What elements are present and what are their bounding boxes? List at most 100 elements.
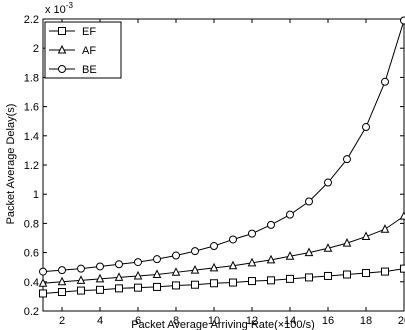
data-point-af <box>76 275 86 284</box>
y-tick-label: 1.8 <box>24 72 39 84</box>
data-point-af <box>114 272 124 281</box>
data-point-af <box>323 243 333 252</box>
legend-label-af: AF <box>82 45 96 57</box>
data-point-ef <box>229 278 237 287</box>
data-point-ef <box>39 289 47 298</box>
data-point-ef <box>362 269 370 278</box>
y-tick-label: 1.2 <box>24 160 39 172</box>
data-point-be <box>96 262 104 271</box>
data-point-ef <box>324 271 332 280</box>
data-point-be <box>191 247 199 256</box>
data-point-be <box>267 220 275 229</box>
data-point-af <box>38 278 48 287</box>
data-point-be <box>115 260 123 269</box>
x-tick-label: 10 <box>208 315 220 327</box>
data-point-ef <box>134 283 142 292</box>
data-point-af <box>152 269 162 278</box>
y-tick-label: 1 <box>33 189 39 201</box>
data-point-af <box>228 260 238 270</box>
data-point-af <box>361 231 371 241</box>
y-tick-label: 0.6 <box>24 248 39 260</box>
data-point-ef <box>58 288 66 297</box>
legend-item-be: BE <box>49 64 97 76</box>
data-point-be <box>58 266 66 275</box>
data-point-ef <box>210 279 218 288</box>
data-point-af <box>247 257 257 267</box>
data-point-be <box>400 16 405 25</box>
data-point-ef <box>267 276 275 285</box>
data-point-ef <box>172 281 180 290</box>
data-point-ef <box>286 274 294 283</box>
legend-marker-af <box>57 44 67 54</box>
data-point-af <box>190 265 200 274</box>
y-tick-label: 0.2 <box>24 306 39 318</box>
data-point-be <box>39 267 47 276</box>
data-point-be <box>210 242 218 251</box>
data-point-be <box>172 251 180 260</box>
data-point-be <box>248 229 256 238</box>
legend-item-ef: EF <box>49 26 96 38</box>
y-tick-label: 2.2 <box>24 14 39 26</box>
data-point-ef <box>343 270 351 279</box>
legend-marker-ef <box>58 27 66 35</box>
y-multiplier-label: x 10-3 <box>45 1 73 16</box>
data-point-af <box>133 270 143 280</box>
data-point-ef <box>77 286 85 295</box>
y-axis-title: Packet Average Delay(s) <box>5 104 17 225</box>
data-point-af <box>171 267 181 276</box>
data-point-af <box>57 276 67 286</box>
data-point-af <box>304 247 314 257</box>
data-point-ef <box>191 280 199 289</box>
series-be <box>39 16 405 276</box>
data-point-be <box>305 197 313 206</box>
axis-ticks <box>43 18 405 312</box>
legend: EF AF BE <box>44 21 122 79</box>
x-tick-label: 4 <box>97 315 103 327</box>
y-tick-label: 0.8 <box>24 218 39 230</box>
y-tick-label: 0.4 <box>24 277 39 289</box>
x-tick-label: 16 <box>322 315 334 327</box>
y-multiplier-exponent: -3 <box>66 1 74 10</box>
data-point-be <box>229 235 237 244</box>
data-point-ef <box>115 284 123 293</box>
data-point-ef <box>153 282 161 291</box>
data-point-ef <box>381 267 389 276</box>
data-point-ef <box>400 264 405 273</box>
x-tick-label: 18 <box>360 315 372 327</box>
x-tick-label: 8 <box>173 315 179 327</box>
tick-labels: 2 4 6 8 10 12 14 16 18 20 0.2 0.4 0.6 0.8 1 1.2 1.4 1.6 1.… <box>24 14 405 327</box>
data-point-ef <box>248 277 256 286</box>
series-line-af <box>42 215 405 284</box>
legend-item-af: AF <box>49 44 96 57</box>
data-point-af <box>266 254 276 264</box>
series-af <box>38 210 405 287</box>
x-tick-label: 6 <box>135 315 141 327</box>
legend-label-be: BE <box>82 64 97 76</box>
data-point-af <box>209 262 219 272</box>
data-point-be <box>381 77 389 86</box>
data-point-ef <box>305 273 313 282</box>
data-point-be <box>362 123 370 132</box>
data-point-af <box>380 224 390 233</box>
data-point-be <box>324 178 332 187</box>
y-tick-label: 1.6 <box>24 102 39 114</box>
x-tick-label: 14 <box>284 315 296 327</box>
series-ef <box>39 264 405 298</box>
data-point-af <box>285 251 295 260</box>
legend-label-ef: EF <box>82 26 96 38</box>
x-tick-label: 12 <box>246 315 258 327</box>
x-axis-title: Packet Average Arriving Rate(×100/s) <box>131 319 315 330</box>
x-tick-label: 20 <box>398 315 405 327</box>
data-point-af <box>399 210 405 220</box>
data-point-af <box>342 237 352 247</box>
data-point-be <box>134 258 142 267</box>
x-tick-label: 2 <box>59 315 65 327</box>
data-point-be <box>153 255 161 264</box>
legend-items: EF AF BE <box>49 26 97 76</box>
data-point-be <box>343 155 351 164</box>
data-point-ef <box>96 285 104 294</box>
series-group <box>38 16 405 298</box>
data-point-be <box>77 264 85 273</box>
y-tick-label: 2 <box>33 43 39 55</box>
